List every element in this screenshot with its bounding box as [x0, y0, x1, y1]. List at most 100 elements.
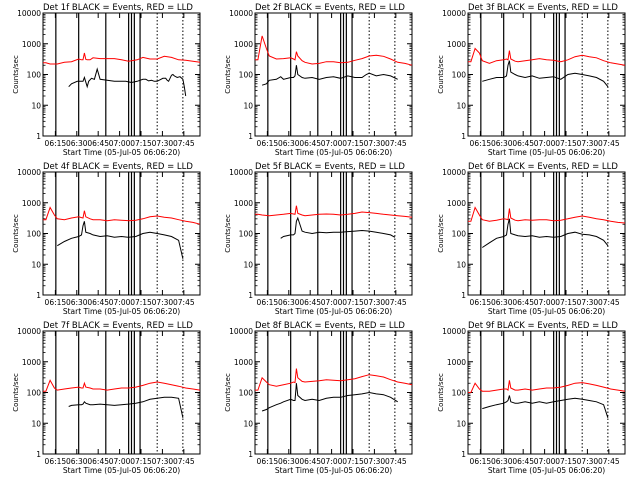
y-tick-label: 100	[27, 230, 42, 239]
y-tick-label: 10	[456, 260, 466, 269]
x-tick-label: 07:15	[555, 457, 577, 466]
plot-title: Det 2f BLACK = Events, RED = LLD	[255, 3, 405, 13]
plot-title: Det 8f BLACK = Events, RED = LLD	[255, 321, 405, 331]
x-tick-label: 06:30	[66, 139, 88, 148]
y-tick-label: 1	[36, 291, 41, 300]
x-tick-label: 07:30	[152, 298, 174, 307]
x-axis-label: Start Time (05-Jul-05 06:06:20)	[488, 307, 605, 316]
x-tick-label: 06:15	[45, 298, 67, 307]
y-tick-label: 10000	[442, 327, 466, 336]
y-tick-label: 100	[27, 71, 42, 80]
series-line-2	[255, 205, 413, 218]
y-tick-label: 1000	[234, 199, 253, 208]
y-tick-label: 100	[452, 389, 467, 398]
x-tick-label: 07:15	[342, 298, 364, 307]
y-tick-label: 100	[239, 230, 254, 239]
y-tick-label: 1	[461, 132, 466, 141]
x-tick-label: 07:00	[321, 139, 343, 148]
y-tick-label: 100	[239, 71, 254, 80]
x-tick-label: 06:45	[87, 139, 109, 148]
series-line-1	[68, 67, 187, 97]
x-tick-label: 07:45	[598, 298, 620, 307]
x-tick-label: 06:30	[66, 457, 88, 466]
x-tick-label: 07:15	[130, 139, 152, 148]
plot-frame	[42, 12, 201, 137]
y-tick-label: 10000	[229, 9, 253, 18]
x-tick-label: 07:00	[321, 298, 343, 307]
y-axis-label: Counts/sec	[437, 55, 445, 94]
y-tick-label: 10	[243, 101, 253, 110]
x-tick-label: 07:15	[342, 139, 364, 148]
y-tick-label: 10	[31, 419, 41, 428]
plot-frame	[467, 12, 626, 137]
x-tick-label: 07:45	[173, 139, 195, 148]
y-tick-label: 10	[31, 101, 41, 110]
y-axis-label: Counts/sec	[12, 214, 20, 253]
x-axis-label: Start Time (05-Jul-05 06:06:20)	[275, 148, 392, 157]
y-axis-label: Counts/sec	[12, 373, 20, 412]
plot-frame	[254, 12, 413, 137]
y-tick-label: 10000	[442, 9, 466, 18]
y-axis-label: Counts/sec	[224, 373, 232, 412]
y-tick-label: 10000	[17, 9, 41, 18]
y-tick-label: 10000	[229, 168, 253, 177]
x-axis-label: Start Time (05-Jul-05 06:06:20)	[63, 148, 180, 157]
x-tick-label: 07:45	[173, 298, 195, 307]
y-tick-label: 10000	[229, 327, 253, 336]
x-tick-label: 07:30	[152, 139, 174, 148]
y-tick-label: 1000	[447, 199, 466, 208]
x-tick-label: 07:30	[364, 298, 386, 307]
x-tick-label: 06:15	[45, 139, 67, 148]
x-tick-label: 06:45	[87, 457, 109, 466]
y-tick-label: 1000	[447, 40, 466, 49]
series-line-1	[261, 383, 398, 412]
y-tick-label: 100	[452, 230, 467, 239]
x-tick-label: 06:45	[299, 139, 321, 148]
x-axis-label: Start Time (05-Jul-05 06:06:20)	[488, 148, 605, 157]
y-tick-label: 10	[243, 260, 253, 269]
series-line-2	[468, 206, 626, 224]
y-tick-label: 1000	[22, 40, 41, 49]
x-tick-label: 06:30	[491, 457, 513, 466]
x-tick-label: 06:45	[87, 298, 109, 307]
x-tick-label: 07:15	[130, 457, 152, 466]
x-tick-label: 06:45	[512, 298, 534, 307]
x-tick-label: 06:15	[257, 139, 279, 148]
y-tick-label: 1	[248, 132, 253, 141]
y-tick-label: 1000	[22, 199, 41, 208]
x-tick-label: 06:15	[257, 298, 279, 307]
series-line-1	[280, 216, 396, 239]
y-tick-label: 1	[248, 291, 253, 300]
x-tick-label: 07:30	[364, 139, 386, 148]
x-tick-label: 06:30	[491, 298, 513, 307]
x-tick-label: 06:30	[491, 139, 513, 148]
plot-title: Det 1f BLACK = Events, RED = LLD	[43, 3, 193, 13]
x-tick-label: 07:30	[152, 457, 174, 466]
y-axis-label: Counts/sec	[437, 373, 445, 412]
y-tick-label: 10	[31, 260, 41, 269]
x-tick-label: 06:30	[278, 298, 300, 307]
y-tick-label: 10000	[17, 168, 41, 177]
x-tick-label: 06:30	[278, 457, 300, 466]
x-tick-label: 07:30	[577, 457, 599, 466]
x-axis-label: Start Time (05-Jul-05 06:06:20)	[275, 307, 392, 316]
plot-frame	[254, 330, 413, 455]
y-tick-label: 100	[452, 71, 467, 80]
y-axis-label: Counts/sec	[12, 55, 20, 94]
plot-title: Det 6f BLACK = Events, RED = LLD	[468, 162, 618, 172]
y-tick-label: 1000	[22, 358, 41, 367]
plot-frame	[42, 171, 201, 296]
x-tick-label: 06:45	[512, 457, 534, 466]
x-tick-label: 07:30	[364, 457, 386, 466]
x-tick-label: 07:00	[534, 298, 556, 307]
x-tick-label: 06:15	[470, 457, 492, 466]
x-tick-label: 06:15	[470, 298, 492, 307]
x-tick-label: 06:30	[278, 139, 300, 148]
plot-title: Det 7f BLACK = Events, RED = LLD	[43, 321, 193, 331]
y-tick-label: 10000	[442, 168, 466, 177]
x-tick-label: 07:45	[385, 457, 407, 466]
y-tick-label: 1000	[234, 358, 253, 367]
y-axis-label: Counts/sec	[437, 214, 445, 253]
series-line-1	[261, 65, 398, 86]
